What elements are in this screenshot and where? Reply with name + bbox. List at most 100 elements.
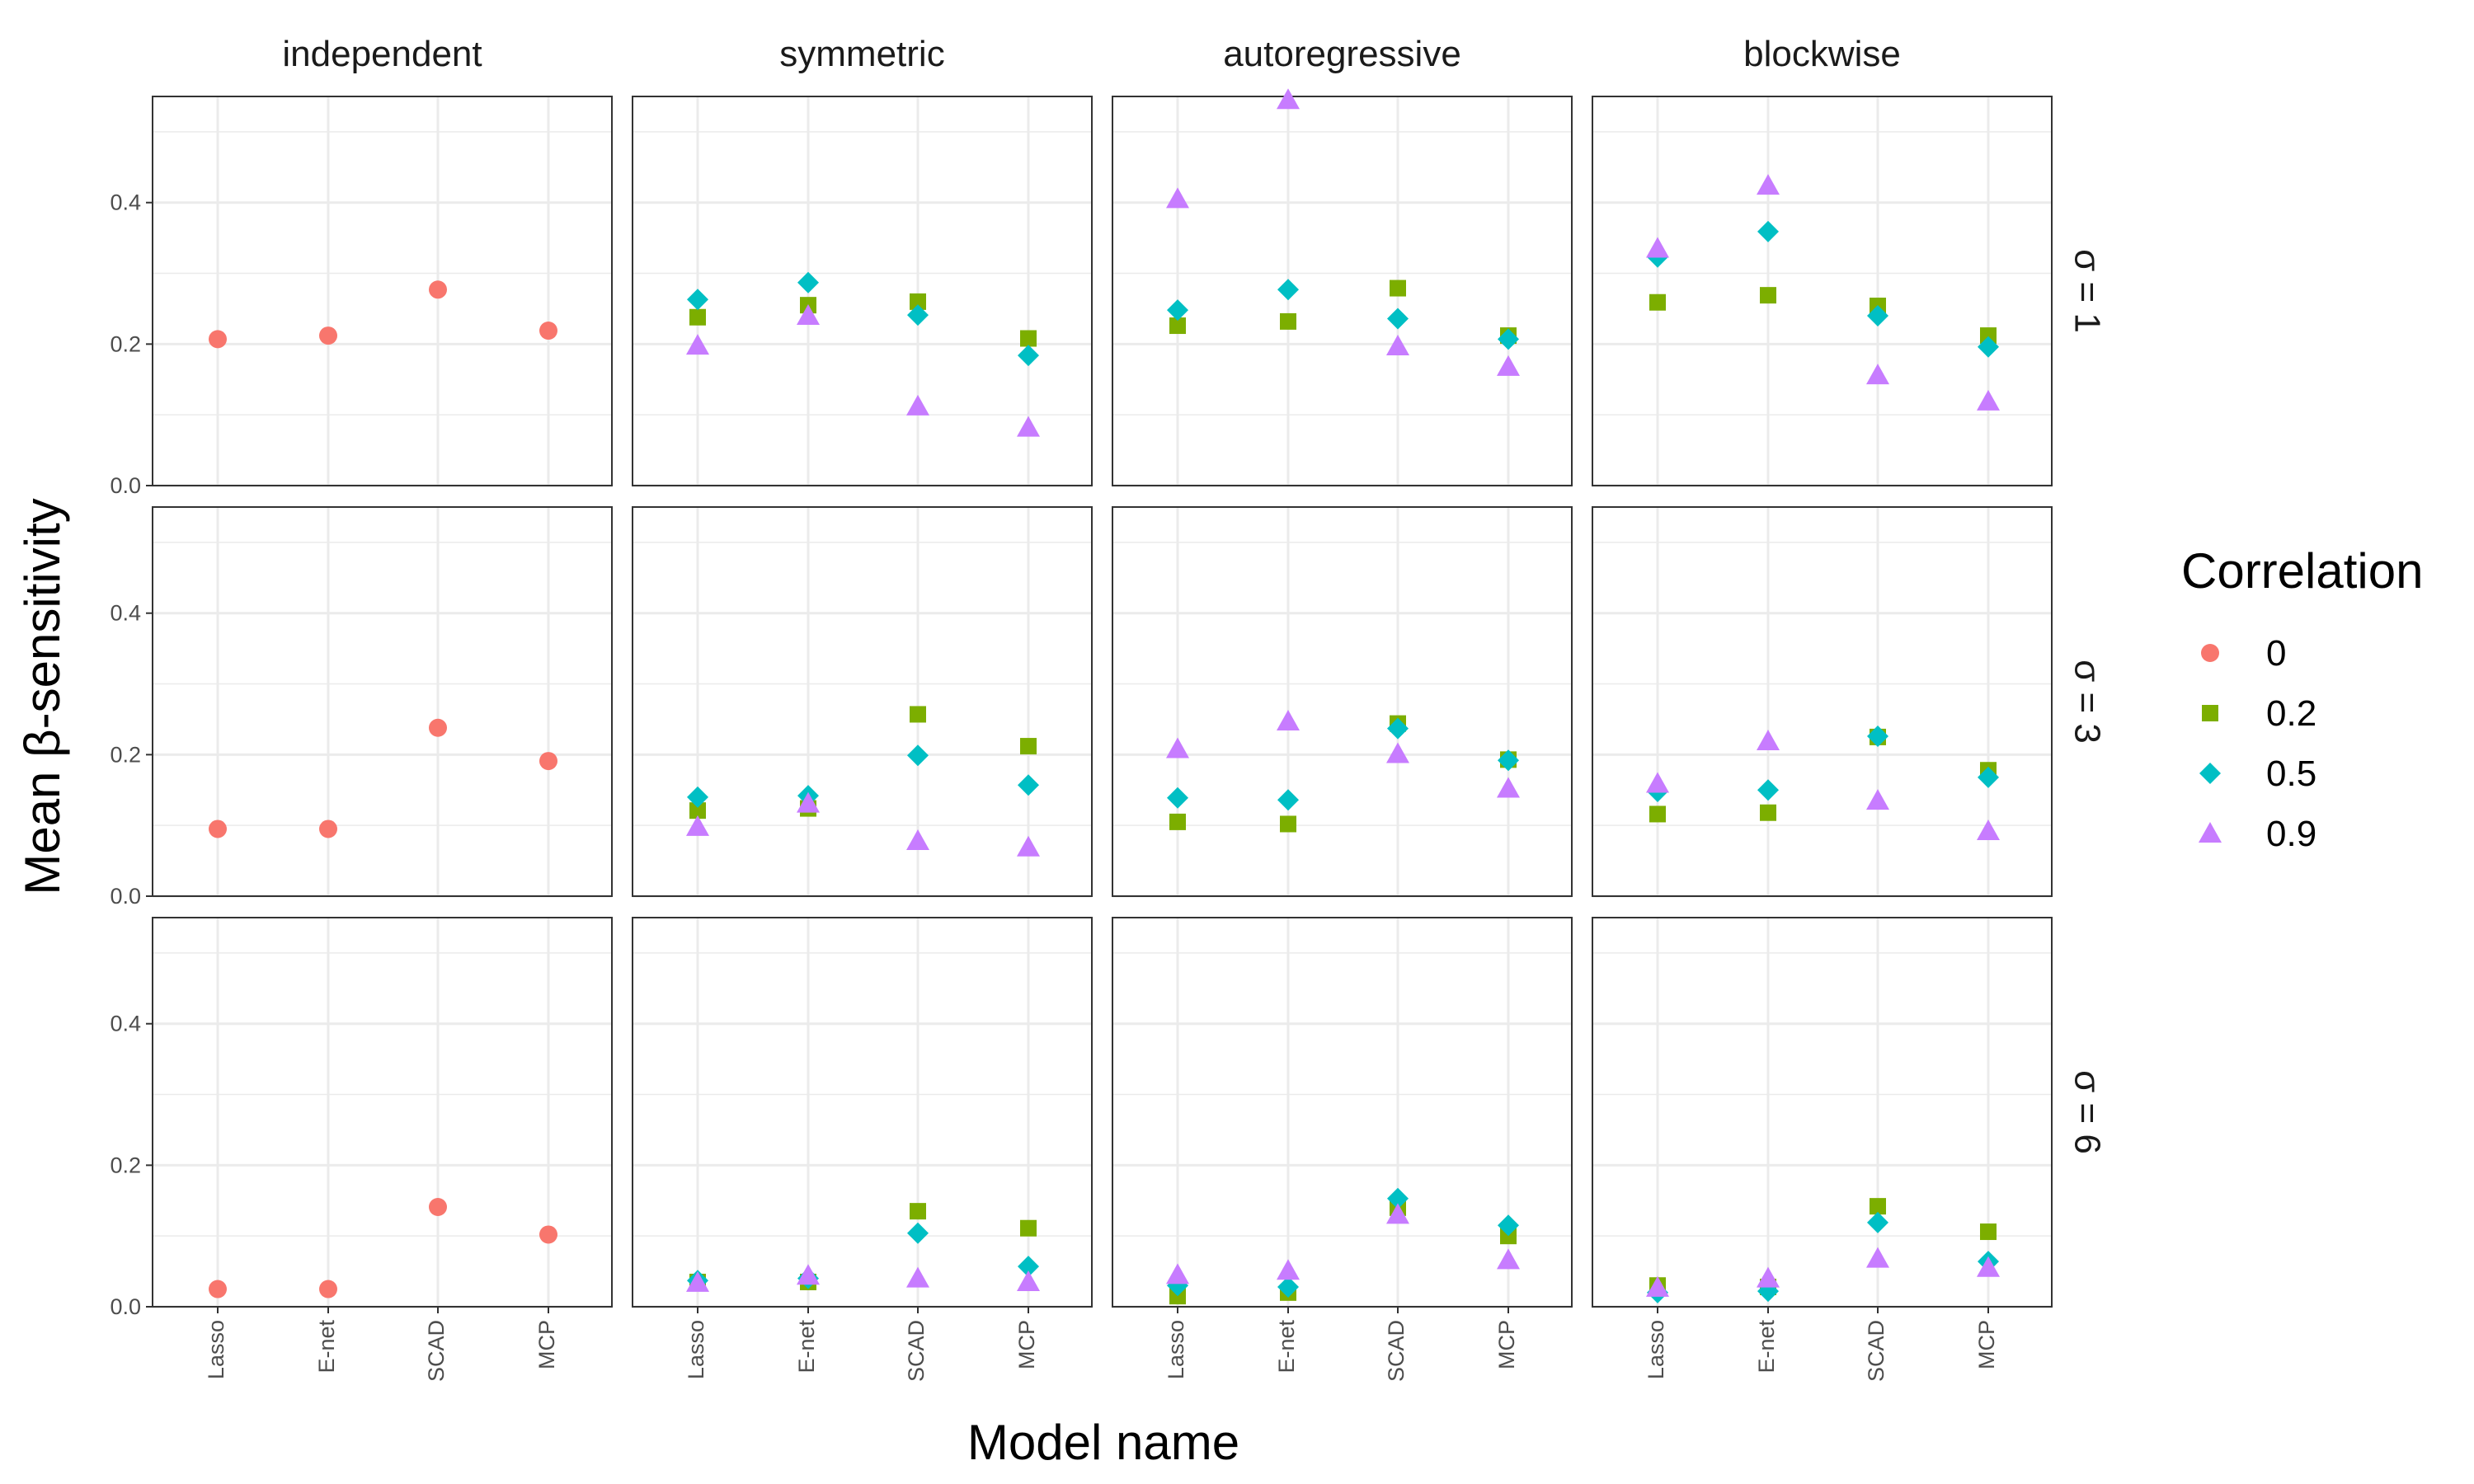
legend-label: 0.9 xyxy=(2266,814,2316,854)
data-point xyxy=(209,330,227,349)
data-point xyxy=(797,791,820,813)
legend-entry: 0 xyxy=(2201,633,2286,674)
data-point xyxy=(686,334,709,355)
data-point xyxy=(1018,345,1039,367)
data-point xyxy=(1167,787,1188,809)
panel-border xyxy=(1592,917,2053,1308)
legend-entry: 0.9 xyxy=(2199,814,2316,854)
y-tick-label: 0.2 xyxy=(110,1153,141,1177)
data-point xyxy=(1277,710,1300,731)
panel-border xyxy=(152,96,613,486)
data-point xyxy=(1017,835,1040,857)
data-point xyxy=(910,1203,926,1220)
data-point xyxy=(1978,336,1999,358)
data-point xyxy=(429,1197,447,1216)
panel-background xyxy=(1112,918,1572,1307)
data-point xyxy=(1977,819,2000,841)
data-point xyxy=(1498,749,1519,772)
y-tick-label: 0.4 xyxy=(110,190,141,215)
x-tick-label: E-net xyxy=(794,1320,819,1374)
data-point xyxy=(1280,312,1296,330)
legend-key xyxy=(2201,644,2219,662)
data-point xyxy=(1386,1203,1409,1224)
data-point xyxy=(797,304,820,326)
data-point xyxy=(1018,1256,1039,1278)
data-point xyxy=(906,829,929,851)
column-strip-label: independent xyxy=(282,34,482,74)
strips-layer: independent symmetric autoregressive blockw… xyxy=(282,34,2107,1154)
panel-background xyxy=(633,507,1092,896)
legend-entry: 0.5 xyxy=(2199,754,2316,794)
legend-key xyxy=(2202,705,2218,721)
data-point xyxy=(1498,328,1519,350)
data-point xyxy=(1757,220,1779,242)
data-point xyxy=(910,293,926,310)
x-tick-label: SCAD xyxy=(1864,1320,1888,1382)
x-tick-label: Lasso xyxy=(204,1320,228,1379)
data-point xyxy=(1277,279,1299,301)
x-tick-label: Lasso xyxy=(1164,1320,1188,1379)
data-point xyxy=(1169,317,1186,335)
y-tick-label: 0.0 xyxy=(110,1294,141,1319)
row-strip-label: σ = 1 xyxy=(2067,249,2107,333)
x-tick-label: E-net xyxy=(314,1320,339,1374)
x-tick-label: E-net xyxy=(1274,1320,1299,1374)
data-point xyxy=(1980,1223,1997,1241)
data-point xyxy=(1387,1187,1409,1209)
panel-background xyxy=(1112,96,1572,486)
data-point xyxy=(1977,389,2000,411)
data-point xyxy=(319,326,337,345)
data-point xyxy=(797,271,819,294)
data-point xyxy=(907,304,929,326)
data-point xyxy=(1646,772,1669,793)
data-point xyxy=(1497,777,1520,798)
data-point xyxy=(1866,789,1889,810)
panel-σ = 3-autoregressive xyxy=(1112,506,1573,898)
data-point xyxy=(539,1225,557,1244)
column-strip-label: symmetric xyxy=(779,34,944,74)
data-point xyxy=(687,786,708,808)
data-point xyxy=(1020,330,1037,347)
data-point xyxy=(1386,334,1409,355)
data-point xyxy=(539,322,557,340)
data-point xyxy=(1386,742,1409,763)
data-point xyxy=(1277,1275,1299,1298)
panel-background xyxy=(633,918,1092,1307)
data-point xyxy=(689,308,706,326)
panel-σ = 6-autoregressive xyxy=(1112,917,1573,1308)
legend-label: 0.5 xyxy=(2266,754,2316,794)
panel-σ = 6-blockwise xyxy=(1592,917,2053,1308)
legend-key xyxy=(2199,763,2221,784)
panel-σ = 3-independent xyxy=(152,506,613,898)
data-point xyxy=(689,802,706,819)
legend: Correlation 0 0.2 0.5 0.9 xyxy=(2181,543,2423,854)
data-point xyxy=(1980,327,1997,345)
y-tick-label: 0.4 xyxy=(110,1012,141,1036)
points-layer xyxy=(209,88,2000,1305)
data-point xyxy=(429,718,447,737)
data-point xyxy=(686,1270,709,1292)
data-point xyxy=(910,706,926,723)
panel-border xyxy=(632,506,1093,897)
row-strip-label: σ = 3 xyxy=(2067,660,2107,744)
panel-σ = 1-blockwise xyxy=(1592,96,2053,487)
column-strip-label: autoregressive xyxy=(1223,34,1461,74)
data-point xyxy=(907,1222,929,1244)
data-point xyxy=(1387,717,1409,740)
data-point xyxy=(1867,1211,1888,1233)
legend-title: Correlation xyxy=(2181,543,2423,599)
x-tick-label: Lasso xyxy=(684,1320,708,1379)
panel-border xyxy=(152,917,613,1308)
data-point xyxy=(1166,1263,1189,1284)
panel-σ = 6-independent xyxy=(152,917,613,1308)
axes-layer: 0.0 0.2 0.4 0.0 0.2 0.4 0.0 0.2 0.4 Lasso E-net SCA… xyxy=(110,190,1999,1382)
y-axis-title: Mean β-sensitivity xyxy=(15,498,70,895)
data-point xyxy=(1870,1198,1886,1215)
data-point xyxy=(1017,416,1040,437)
data-point xyxy=(1649,805,1666,823)
panel-σ = 1-independent xyxy=(152,96,613,487)
data-point xyxy=(1757,1266,1780,1288)
y-tick-label: 0.2 xyxy=(110,331,141,356)
data-point xyxy=(1646,1275,1669,1297)
